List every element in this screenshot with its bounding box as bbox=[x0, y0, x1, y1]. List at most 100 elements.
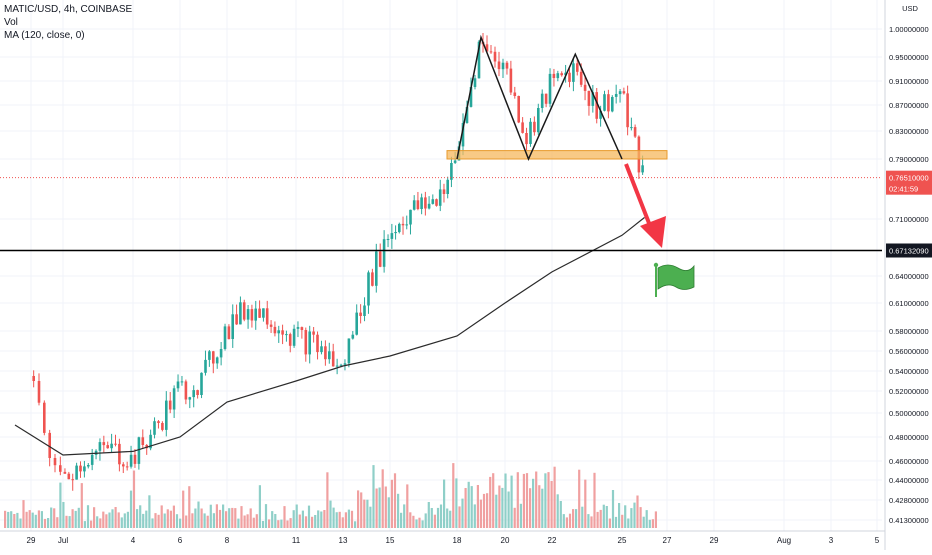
volume-bar bbox=[16, 512, 19, 528]
volume-bar bbox=[139, 505, 142, 528]
volume-bar bbox=[218, 509, 222, 528]
candle-body bbox=[184, 381, 188, 400]
flag-cloth bbox=[657, 264, 695, 290]
volume-bar bbox=[639, 507, 642, 528]
volume-bar bbox=[323, 510, 326, 528]
candle-body bbox=[633, 127, 637, 137]
candle-body bbox=[435, 199, 438, 206]
volume-bar bbox=[630, 508, 633, 528]
volume-bar bbox=[461, 498, 464, 528]
candle-body bbox=[614, 94, 618, 97]
volume-bar bbox=[593, 472, 596, 528]
candle-body bbox=[591, 92, 595, 106]
volume-bar bbox=[163, 513, 166, 528]
volume-bar bbox=[378, 487, 381, 528]
volume-bar bbox=[381, 469, 384, 528]
candle-body bbox=[83, 466, 86, 472]
candle-body bbox=[453, 160, 457, 163]
price-tick-label: 0.58000000 bbox=[889, 327, 929, 336]
volume-bar bbox=[538, 485, 541, 528]
time-tick-label: 6 bbox=[178, 536, 183, 545]
volume-bar bbox=[74, 510, 77, 528]
candle-body bbox=[386, 239, 390, 240]
volume-bar bbox=[50, 507, 53, 528]
volume-bar bbox=[562, 514, 565, 528]
volume-bar bbox=[283, 506, 286, 528]
price-tick-label: 0.61000000 bbox=[889, 299, 929, 308]
volume-bar bbox=[311, 516, 314, 528]
volume-bar bbox=[179, 518, 182, 528]
price-axis: USD 1.00000000 0.95000000 0.91000000 0.87000… bbox=[884, 0, 932, 550]
volume-bar bbox=[86, 505, 90, 528]
volume-bar bbox=[556, 494, 559, 528]
resistance-zone bbox=[446, 150, 668, 160]
volume-bar bbox=[317, 510, 320, 528]
candle-body bbox=[576, 63, 579, 72]
candle-body bbox=[320, 346, 323, 353]
candle-body bbox=[168, 400, 172, 410]
volume-bar bbox=[28, 510, 31, 528]
volume-bar bbox=[535, 471, 538, 528]
candle-body bbox=[153, 421, 156, 435]
volume-bar bbox=[197, 501, 200, 528]
time-tick-label: 20 bbox=[501, 536, 510, 545]
volume-bar bbox=[99, 518, 102, 528]
volume-bar bbox=[280, 519, 283, 528]
candle-body bbox=[378, 251, 382, 267]
volume-bar bbox=[215, 504, 218, 528]
volume-bar bbox=[172, 505, 175, 528]
candle-body bbox=[568, 72, 571, 82]
candle-body bbox=[450, 163, 453, 180]
volume-bar bbox=[212, 513, 215, 528]
symbol-title[interactable]: MATIC/USD, 4h, COINBASE bbox=[4, 4, 133, 15]
volume-bar bbox=[246, 514, 249, 528]
candle-body bbox=[212, 351, 215, 364]
candle-body bbox=[176, 381, 180, 389]
candle-body bbox=[137, 437, 141, 464]
time-tick-label: 15 bbox=[386, 536, 395, 545]
volume-bar bbox=[271, 511, 274, 528]
candle-body bbox=[595, 92, 598, 119]
volume-bars bbox=[4, 463, 657, 528]
volume-bar bbox=[185, 515, 188, 528]
volume-bar bbox=[341, 517, 344, 528]
volume-bar bbox=[418, 517, 421, 528]
volume-bar bbox=[596, 511, 599, 528]
volume-bar bbox=[68, 516, 71, 528]
volume-bar bbox=[357, 490, 360, 528]
candle-body bbox=[544, 93, 548, 104]
volume-bar bbox=[473, 504, 476, 528]
volume-bar bbox=[605, 506, 608, 528]
candle-body bbox=[246, 309, 250, 320]
candle-body bbox=[359, 312, 362, 316]
candle-body bbox=[335, 365, 339, 367]
volume-bar bbox=[231, 507, 234, 528]
candle-body bbox=[424, 197, 427, 209]
candle-body bbox=[431, 199, 435, 204]
candle-body bbox=[165, 400, 168, 430]
candle-body bbox=[223, 326, 227, 349]
volume-bar bbox=[590, 516, 593, 528]
volume-bar bbox=[13, 514, 16, 528]
volume-bar bbox=[65, 515, 68, 528]
price-tick-label: 0.79000000 bbox=[889, 155, 929, 164]
volume-bar bbox=[513, 507, 516, 528]
volume-bar bbox=[200, 508, 203, 528]
ma-legend[interactable]: MA (120, close, 0) bbox=[4, 30, 85, 41]
volume-bar bbox=[654, 511, 657, 528]
candle-body bbox=[102, 442, 106, 446]
volume-bar bbox=[19, 518, 22, 528]
candle-body bbox=[493, 51, 497, 62]
volume-bar bbox=[486, 493, 489, 528]
price-tick-label: 0.46000000 bbox=[889, 457, 929, 466]
volume-bar bbox=[384, 486, 387, 528]
volume-bar bbox=[541, 488, 544, 528]
volume-bar bbox=[7, 511, 10, 528]
candle-body bbox=[37, 381, 41, 403]
candle-body bbox=[235, 314, 238, 325]
volume-legend[interactable]: Vol bbox=[4, 17, 18, 28]
chart-legend: MATIC/USD, 4h, COINBASE Vol MA (120, clo… bbox=[4, 3, 132, 42]
candle-body bbox=[367, 272, 370, 306]
